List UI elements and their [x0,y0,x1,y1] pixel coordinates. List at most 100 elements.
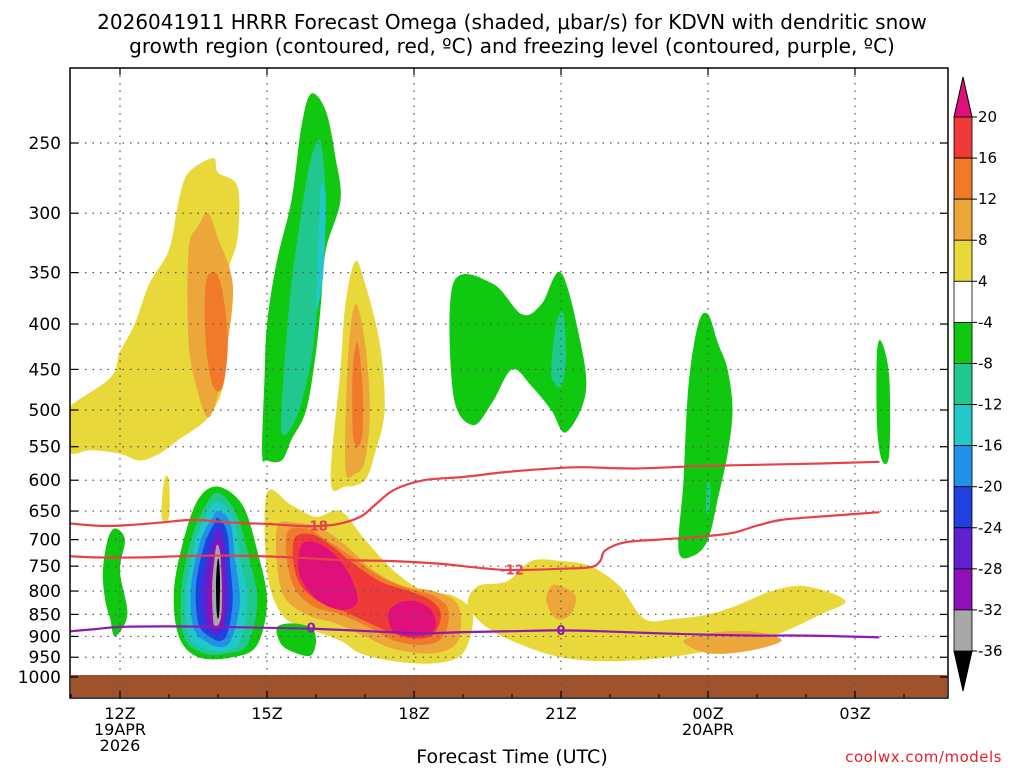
contour-labels: -18 -12 0 0 [304,520,565,639]
colorbar-tick-label: -16 [978,437,1003,455]
y-tick-label: 900 [29,627,61,647]
colorbar: 20 16 12 8 4 -4 -8 -12 -16 -20 -24 -28 -32 -36 [953,76,1003,692]
colorbar-swatch [953,404,973,447]
omega-region-sinking-band-13z-15z [70,158,240,461]
omega-region-level [546,584,577,620]
colorbar-swatch [953,609,973,652]
chart-title-line-1: 2026041911 HRRR Forecast Omega (shaded, … [97,10,927,34]
omega-region-rising-19z-21z [449,271,587,433]
x-tick-label: 19APR [94,720,146,739]
contour-label: 0 [307,621,316,636]
colorbar-swatch [953,239,973,282]
colorbar-top-arrow [953,76,973,118]
y-tick-label: 300 [29,204,61,224]
omega-region-yellow-speck [161,475,170,522]
y-tick-label: 250 [29,134,61,154]
omega-region-rising-right-edge [876,340,891,465]
contour-label: 0 [556,624,565,639]
contour-label: -18 [304,520,328,535]
x-tick-label: 21Z [545,704,576,723]
ground-band [71,675,947,697]
colorbar-tick-label: -20 [978,478,1003,496]
y-tick-label: 850 [29,605,61,625]
colorbar-tick-label: -4 [978,313,993,331]
y-tick-label: 400 [29,315,61,335]
colorbar-tick-label: -36 [978,642,1003,660]
y-tick-label: 800 [29,582,61,602]
colorbar-swatch [953,280,973,323]
credit-link[interactable]: coolwx.com/models [845,748,1002,766]
x-tick-label: 18Z [398,704,429,723]
x-tick-label: 12Z [104,704,135,723]
chart-title-line-2: growth region (contoured, red, ºC) and f… [129,34,895,58]
colorbar-tick-label: 4 [978,272,988,290]
colorbar-tick-label: -24 [978,519,1003,537]
y-tick-label: 750 [29,557,61,577]
omega-region-level [204,271,228,392]
colorbar-swatch [953,321,973,364]
colorbar-tick-label: -12 [978,396,1003,414]
colorbar-swatch [953,445,973,488]
y-tick-label: 450 [29,360,61,380]
y-tick-label: 650 [29,502,61,522]
omega-region-level [678,312,733,559]
contour-freezing-level-0 [70,625,880,639]
omega-shading [70,93,891,664]
colorbar-tick-label: -28 [978,560,1003,578]
y-tick-label: 600 [29,471,61,491]
colorbar-tick-label: 12 [978,190,997,208]
omega-region-level [551,311,566,388]
colorbar-swatch [953,568,973,611]
colorbar-bottom-arrow [953,650,973,692]
colorbar-swatch [953,363,973,405]
omega-region-level [102,528,128,637]
contour-label: -12 [500,563,524,578]
omega-region-level [281,139,326,436]
y-tick-label: 950 [29,648,61,668]
plot-frame [69,67,949,699]
x-tick-label: 15Z [251,704,282,723]
y-axis-ticks: 2503003504004505005506006507007508008509… [18,134,948,688]
x-tick-label: 20APR [682,720,734,739]
y-tick-label: 350 [29,264,61,284]
omega-region-sinking-17z [330,260,385,491]
colorbar-tick-label: 8 [978,231,988,249]
colorbar-tick-label: 16 [978,149,997,167]
omega-region-level [467,559,846,662]
y-tick-label: 1000 [18,668,61,688]
omega-region-level [876,340,891,465]
x-axis-label: Forecast Time (UTC) [416,746,608,768]
contour-dgz-minus-18 [70,460,880,528]
colorbar-swatch [953,527,973,570]
grid-lines [70,68,948,698]
x-tick-label: 03Z [839,704,870,723]
colorbar-tick-label: -8 [978,354,993,372]
omega-region-level [316,184,326,311]
colorbar-swatch [953,116,973,159]
omega-region-level [276,623,316,657]
omega-region-rising-00z [678,312,733,559]
ground-layer [71,675,947,697]
colorbar-tick-label: -32 [978,601,1003,619]
omega-region-level [388,600,436,637]
colorbar-tick-label: 20 [978,108,997,126]
omega-region-level [215,558,220,619]
y-tick-label: 500 [29,401,61,421]
y-tick-label: 550 [29,438,61,458]
colorbar-swatch [953,157,973,200]
omega-region-level [161,475,170,522]
omega-region-level [352,342,364,447]
omega-region-level [449,271,587,433]
x-tick-label: 2026 [100,736,141,755]
omega-region-rising-15z-lowlevel [276,623,316,657]
omega-region-sinking-lower-evening [467,559,846,662]
omega-region-rising-15z-16z [262,93,341,463]
omega-region-rising-core-14z [173,486,267,660]
x-tick-label: 00Z [692,704,723,723]
colorbar-swatch [953,486,973,529]
omega-region-rising-12z-left [102,528,128,637]
contour-dgz-minus-12 [70,511,880,572]
y-tick-label: 700 [29,531,61,551]
